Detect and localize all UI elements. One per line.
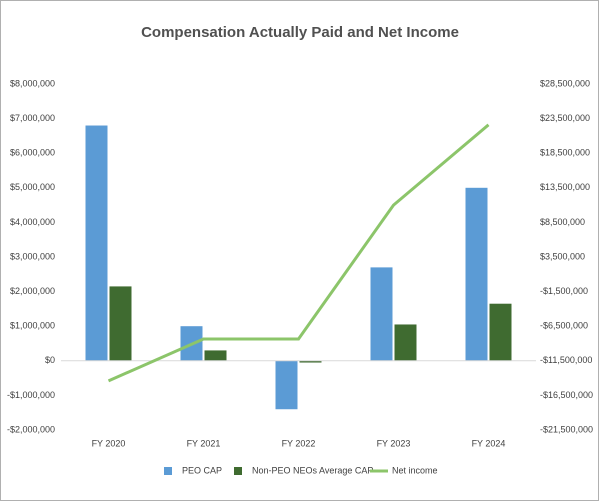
bar <box>394 324 417 361</box>
y-tick-label: $4,000,000 <box>10 217 55 227</box>
bar <box>370 267 393 361</box>
bar <box>109 286 132 361</box>
y-tick-label: $6,000,000 <box>10 148 55 158</box>
x-tick-label: FY 2024 <box>472 438 506 448</box>
chart-title: Compensation Actually Paid and Net Incom… <box>141 24 459 41</box>
y2-tick-label: $18,500,000 <box>540 148 590 158</box>
y2-tick-label: $13,500,000 <box>540 182 590 192</box>
y-tick-label: -$1,000,000 <box>7 390 55 400</box>
x-tick-label: FY 2023 <box>377 438 411 448</box>
y-tick-label: $7,000,000 <box>10 113 55 123</box>
bar <box>489 303 512 361</box>
y2-tick-label: $8,500,000 <box>540 217 585 227</box>
x-tick-label: FY 2021 <box>187 438 221 448</box>
legend-swatch <box>234 467 242 475</box>
x-tick-label: FY 2022 <box>282 438 316 448</box>
y-tick-label: -$2,000,000 <box>7 424 55 434</box>
legend-label: Non-PEO NEOs Average CAP <box>252 465 373 475</box>
bar <box>465 187 488 361</box>
y2-tick-label: -$11,500,000 <box>540 355 592 365</box>
y-tick-label: $2,000,000 <box>10 286 55 296</box>
y2-tick-label: $23,500,000 <box>540 113 590 123</box>
y-tick-label: $8,000,000 <box>10 78 55 88</box>
y-tick-label: $1,000,000 <box>10 321 55 331</box>
y-tick-label: $5,000,000 <box>10 182 55 192</box>
bar <box>275 360 298 410</box>
y2-tick-label: $28,500,000 <box>540 78 590 88</box>
bar <box>85 125 108 361</box>
y2-tick-label: -$6,500,000 <box>540 321 588 331</box>
y2-tick-label: -$1,500,000 <box>540 286 588 296</box>
y-tick-label: $0 <box>45 355 55 365</box>
line-series <box>107 123 490 383</box>
bar <box>299 360 322 363</box>
y-tick-label: $3,000,000 <box>10 251 55 261</box>
y2-tick-label: -$16,500,000 <box>540 390 593 400</box>
x-tick-label: FY 2020 <box>92 438 126 448</box>
legend-label: Net income <box>392 465 438 475</box>
legend-swatch <box>164 467 172 475</box>
y2-tick-label: $3,500,000 <box>540 251 585 261</box>
y2-tick-label: -$21,500,000 <box>540 424 593 434</box>
bar <box>204 350 227 361</box>
legend-label: PEO CAP <box>182 465 222 475</box>
